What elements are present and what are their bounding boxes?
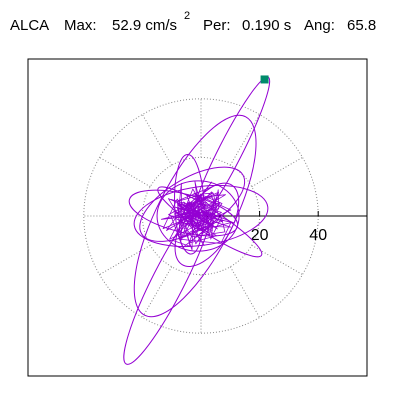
max-value: 52.9 cm/s bbox=[112, 17, 178, 34]
plot-frame bbox=[27, 58, 368, 377]
chart-header: ALCA Max: 52.9 cm/s 2 Per: 0.190 s Ang: … bbox=[0, 0, 400, 40]
grid-spoke-60 bbox=[229, 114, 261, 166]
angle-label: Ang: bbox=[304, 17, 335, 34]
radial-tick-label-20: 20 bbox=[251, 227, 269, 244]
grid-spoke-30 bbox=[251, 156, 303, 188]
marker-layer bbox=[260, 75, 269, 84]
station-label: ALCA bbox=[10, 17, 50, 34]
trace-loop-8 bbox=[156, 180, 240, 252]
max-label: Max: bbox=[64, 17, 97, 34]
grid-spoke-330 bbox=[251, 244, 303, 276]
radial-ticks: 20 40 bbox=[251, 211, 327, 244]
grid-spoke-300 bbox=[229, 266, 261, 318]
trace-loop-4 bbox=[133, 185, 269, 247]
grid-spoke-210 bbox=[99, 244, 151, 276]
angle-value: 65.8 bbox=[347, 17, 377, 34]
grid-spoke-120 bbox=[141, 114, 173, 166]
max-amplitude-marker bbox=[260, 75, 269, 84]
radial-tick-label-40: 40 bbox=[309, 227, 327, 244]
particle-motion-trace bbox=[123, 76, 271, 365]
grid-spoke-150 bbox=[99, 156, 151, 188]
trace-core-scribble bbox=[161, 181, 234, 251]
period-value: 0.190 s bbox=[242, 17, 292, 34]
period-label: Per: bbox=[203, 17, 231, 34]
grid-spoke-240 bbox=[141, 266, 173, 318]
max-unit-exponent: 2 bbox=[184, 10, 191, 22]
